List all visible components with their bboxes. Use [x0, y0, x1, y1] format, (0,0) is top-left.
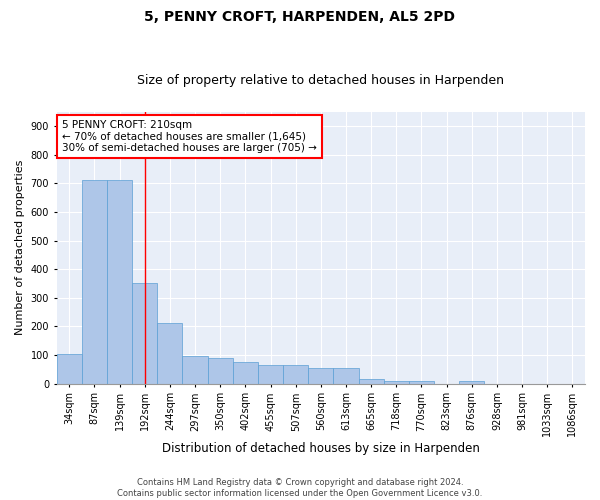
Bar — [258, 365, 283, 384]
Bar — [82, 180, 107, 384]
Bar — [132, 284, 157, 384]
Bar — [233, 362, 258, 384]
X-axis label: Distribution of detached houses by size in Harpenden: Distribution of detached houses by size … — [162, 442, 480, 455]
Bar — [208, 358, 233, 384]
Bar — [459, 380, 484, 384]
Bar — [359, 380, 384, 384]
Title: Size of property relative to detached houses in Harpenden: Size of property relative to detached ho… — [137, 74, 505, 87]
Y-axis label: Number of detached properties: Number of detached properties — [15, 160, 25, 336]
Bar — [157, 324, 182, 384]
Bar — [182, 356, 208, 384]
Bar — [384, 380, 409, 384]
Text: 5, PENNY CROFT, HARPENDEN, AL5 2PD: 5, PENNY CROFT, HARPENDEN, AL5 2PD — [145, 10, 455, 24]
Bar — [409, 380, 434, 384]
Bar — [56, 354, 82, 384]
Bar — [308, 368, 334, 384]
Text: Contains HM Land Registry data © Crown copyright and database right 2024.
Contai: Contains HM Land Registry data © Crown c… — [118, 478, 482, 498]
Bar — [283, 365, 308, 384]
Text: 5 PENNY CROFT: 210sqm
← 70% of detached houses are smaller (1,645)
30% of semi-d: 5 PENNY CROFT: 210sqm ← 70% of detached … — [62, 120, 317, 153]
Bar — [107, 180, 132, 384]
Bar — [334, 368, 359, 384]
